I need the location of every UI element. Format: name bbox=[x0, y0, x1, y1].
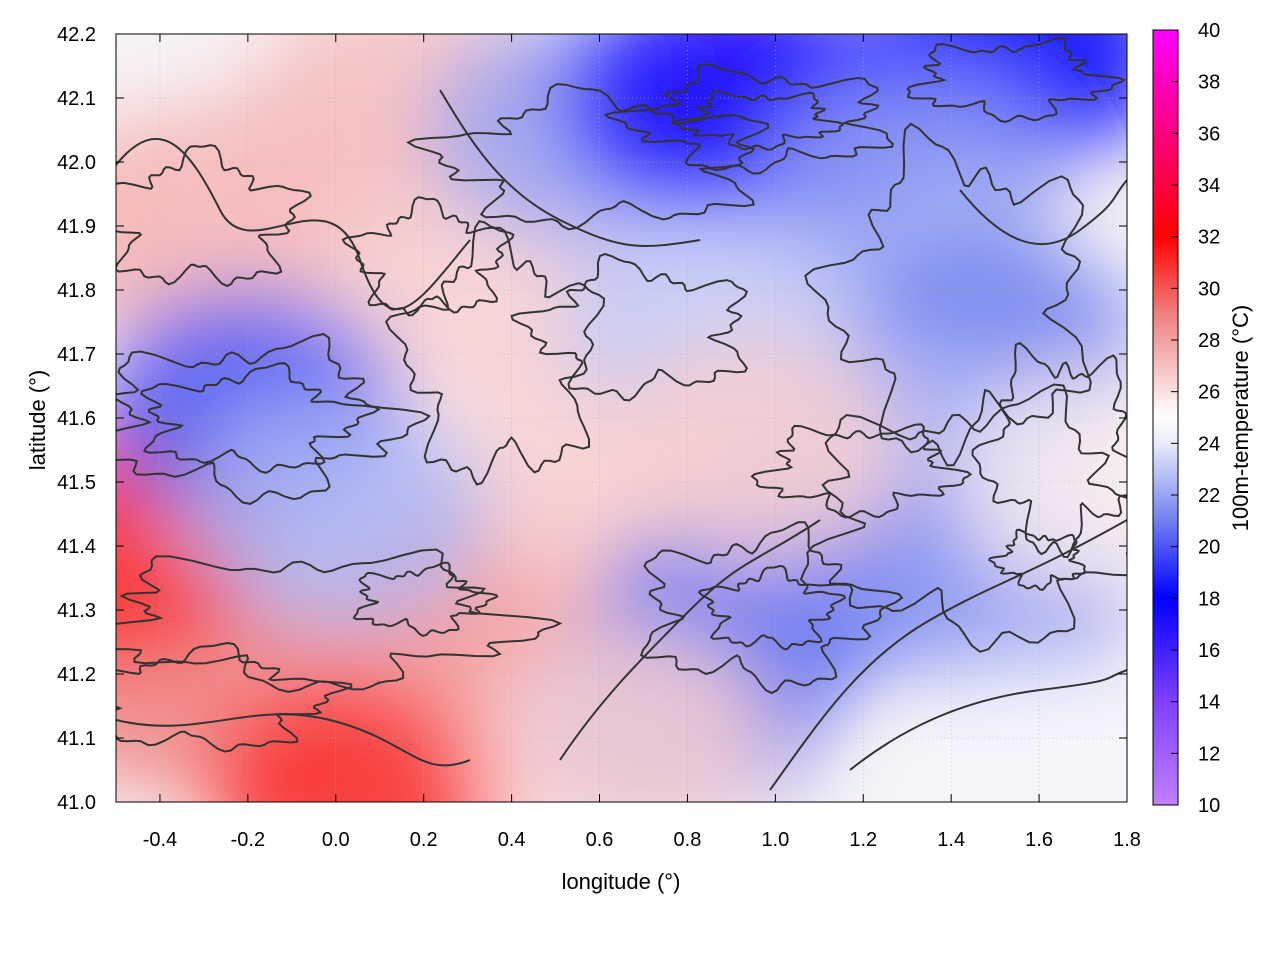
x-tick-label: 0.2 bbox=[410, 829, 438, 851]
y-tick-label: 41.4 bbox=[57, 536, 96, 558]
colorbar-tick-label: 14 bbox=[1198, 692, 1220, 714]
x-tick-label: -0.4 bbox=[143, 829, 177, 851]
contour-line bbox=[971, 341, 1127, 559]
contour-line bbox=[116, 713, 471, 767]
contour-line bbox=[352, 561, 499, 637]
contour-line bbox=[116, 548, 563, 693]
colorbar-ticks: 10 12 14 16 18 20 22 24 26 28 30 32 34 36 38 40 bbox=[1171, 20, 1220, 817]
heat-region bbox=[889, 655, 1127, 802]
contour-line bbox=[116, 333, 431, 505]
y-tick-label: 41.5 bbox=[57, 472, 96, 494]
contour-line bbox=[510, 252, 749, 402]
contour-line bbox=[116, 641, 353, 753]
x-tick-label: 1.8 bbox=[1113, 829, 1141, 851]
y-tick-label: 42.2 bbox=[57, 24, 96, 46]
contour-line bbox=[116, 138, 471, 311]
y-axis-title: latitude (°) bbox=[25, 370, 50, 471]
heat-region bbox=[955, 367, 1127, 597]
colorbar-tick-label: 16 bbox=[1198, 640, 1220, 662]
y-tick-label: 41.6 bbox=[57, 408, 96, 430]
contour-line bbox=[750, 423, 973, 519]
contour-line bbox=[906, 36, 1127, 124]
contour-line bbox=[116, 144, 312, 288]
contour-line bbox=[439, 89, 701, 247]
y-tick-label: 42.0 bbox=[57, 152, 96, 174]
contour-line bbox=[799, 383, 1127, 653]
x-tick-label: 1.2 bbox=[849, 829, 877, 851]
contour-line bbox=[603, 62, 894, 175]
y-tick-label: 41.1 bbox=[57, 728, 96, 750]
colorbar-tick-label: 10 bbox=[1198, 795, 1220, 817]
heatmap-field bbox=[116, 34, 1127, 802]
colorbar-tick-label: 40 bbox=[1198, 20, 1220, 42]
x-tick-label: 1.0 bbox=[761, 829, 789, 851]
colorbar bbox=[1152, 29, 1179, 806]
contour-line bbox=[385, 219, 606, 486]
colorbar-tick-label: 18 bbox=[1198, 588, 1220, 610]
terrain-contours bbox=[116, 36, 1127, 791]
colorbar-tick-label: 30 bbox=[1198, 278, 1220, 300]
colorbar-tick-label: 24 bbox=[1198, 433, 1220, 455]
x-tick-label: 0.0 bbox=[322, 829, 350, 851]
y-tick-label: 41.8 bbox=[57, 280, 96, 302]
x-tick-label: 0.8 bbox=[674, 829, 702, 851]
y-tick-label: 41.3 bbox=[57, 600, 96, 622]
contour-line bbox=[849, 669, 1127, 771]
y-axis-ticks: 41.0 41.1 41.2 41.3 41.4 41.5 41.6 41.7 41.8 41.9… bbox=[57, 24, 1127, 814]
colorbar-tick-label: 28 bbox=[1198, 330, 1220, 352]
colorbar-tick-label: 20 bbox=[1198, 537, 1220, 559]
contour-line bbox=[672, 89, 845, 151]
x-tick-label: 0.4 bbox=[498, 829, 526, 851]
y-tick-label: 41.2 bbox=[57, 664, 96, 686]
x-tick-label: 1.4 bbox=[937, 829, 965, 851]
colorbar-tick-label: 34 bbox=[1198, 175, 1220, 197]
contour-line bbox=[959, 179, 1127, 246]
colorbar-tick-label: 12 bbox=[1198, 743, 1220, 765]
contour-line bbox=[139, 362, 381, 474]
x-axis-ticks: -0.4 -0.2 0.0 0.2 0.4 0.6 0.8 1.0 1.2 1.4 1.6 1.8 bbox=[143, 34, 1141, 851]
x-tick-label: 0.6 bbox=[586, 829, 614, 851]
contour-line bbox=[406, 83, 770, 231]
heat-region bbox=[471, 623, 772, 802]
colorbar-title: 100m-temperature (°C) bbox=[1228, 305, 1253, 531]
contour-line bbox=[804, 122, 1092, 467]
colorbar-tick-label: 32 bbox=[1198, 227, 1220, 249]
y-tick-label: 42.1 bbox=[57, 88, 96, 110]
colorbar-tick-label: 22 bbox=[1198, 485, 1220, 507]
y-tick-label: 41.7 bbox=[57, 344, 96, 366]
x-axis-title: longitude (°) bbox=[562, 869, 681, 894]
colorbar-tick-label: 36 bbox=[1198, 123, 1220, 145]
x-tick-label: 1.6 bbox=[1025, 829, 1053, 851]
contour-line bbox=[697, 564, 846, 651]
contour-line bbox=[341, 196, 515, 317]
contour-line bbox=[639, 521, 904, 695]
contour-line bbox=[988, 528, 1087, 591]
colorbar-tick-label: 38 bbox=[1198, 72, 1220, 94]
heat-region bbox=[603, 335, 904, 565]
colorbar-tick-label: 26 bbox=[1198, 382, 1220, 404]
y-tick-label: 41.9 bbox=[57, 216, 96, 238]
contour-line bbox=[559, 519, 821, 761]
y-tick-label: 41.0 bbox=[57, 792, 96, 814]
x-tick-label: -0.2 bbox=[231, 829, 265, 851]
contour-line bbox=[769, 519, 1127, 791]
